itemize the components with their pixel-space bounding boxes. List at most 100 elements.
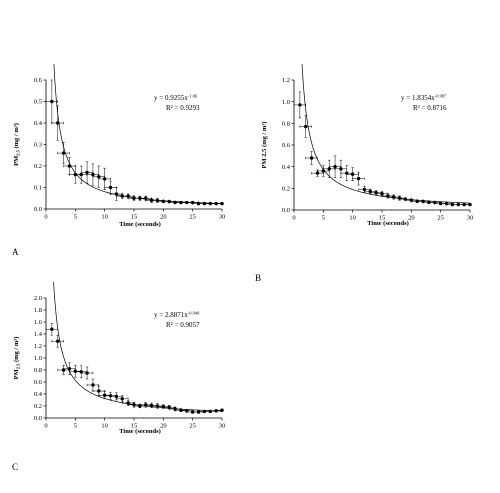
y-tick-label: 1.0 [34,355,42,362]
y-axis-title: PM2.5 (mg / m³) [13,337,21,380]
y-tick-label: 0.2 [282,186,290,193]
data-point [309,156,314,160]
y-tick-label: 0.6 [34,379,43,386]
data-point [380,192,384,196]
x-tick-label: 15 [131,423,138,430]
y-tick-label: 1.6 [34,319,43,326]
panel-label: C [12,462,18,472]
x-tick-label: 20 [160,214,167,221]
data-point [304,124,308,129]
data-point [91,383,95,387]
x-tick-label: 5 [74,423,77,430]
data-point [97,175,101,179]
data-point [126,194,130,198]
x-tick-label: 20 [160,423,167,430]
x-tick-label: 25 [189,214,196,221]
x-tick-label: 25 [189,423,196,430]
x-tick-label: 15 [131,214,138,221]
y-axis-title: PM2.5 (mg / m³) [13,123,21,166]
y-tick-label: 0.0 [34,415,42,422]
data-point [468,202,472,207]
data-point [79,172,83,177]
chart-panel-b: 0.0 0.2 0.4 0.6 0.8 1.0 1.2 0 5 10 15 20 25 30 Time (s… [255,64,474,283]
y-tick-label: 0.1 [34,185,42,192]
x-tick-label: 5 [74,214,77,221]
data-point [85,170,89,175]
data-point [315,171,320,175]
panel-label: B [255,273,261,283]
y-tick-label: 0.4 [282,164,291,171]
y-tick-label: 0.0 [282,207,290,214]
data-point [67,367,72,371]
x-tick-label: 0 [44,423,47,430]
r-squared: R² = 0.8716 [413,104,447,112]
y-tick-label: 0.5 [34,99,42,106]
data-point [67,164,72,168]
x-tick-label: 30 [219,214,226,221]
data-point [91,172,95,177]
fit-curve [53,282,222,412]
y-tick-label: 2.0 [34,295,42,302]
data-point [298,103,302,107]
panel-label: A [12,247,19,257]
data-point [61,151,66,155]
data-point [114,192,119,196]
y-axis-title: PM 2.5 (mg / m³) [261,122,268,169]
x-axis-title: Time (seconds) [119,221,161,228]
y-tick-label: 0.4 [34,391,43,398]
r-squared: R² = 0.9057 [166,321,200,329]
data-point [102,177,107,181]
x-axis-title: Time (seconds) [367,220,409,227]
fit-equation: y = 0.9255x-1.06 [154,94,198,103]
y-tick-label: 0.2 [34,403,42,410]
x-tick-label: 30 [219,423,226,430]
r-squared: R² = 0.9293 [166,104,200,112]
y-tick-label: 0.6 [282,142,291,149]
x-tick-label: 10 [101,214,108,221]
fit-equation: y = 1.8354x-0.987 [401,94,447,103]
fit-curve [53,64,222,204]
data-point [356,176,361,181]
data-point [97,389,101,393]
y-tick-label: 0.4 [34,120,43,127]
data-point [220,408,224,412]
data-point [50,327,54,331]
y-tick-label: 1.2 [34,343,42,350]
fit-curve [301,64,470,204]
x-tick-label: 25 [437,215,444,222]
y-tick-label: 1.8 [34,307,42,314]
x-tick-label: 30 [467,215,474,222]
x-axis-title: Time (seconds) [119,428,161,435]
chart-panel-c: 0.0 0.2 0.4 0.6 0.8 1.0 1.2 1.4 1.6 1.8 2.0 0 5 10 15 2… [12,282,226,472]
data-point [108,185,113,190]
x-tick-label: 0 [292,215,295,222]
x-tick-label: 10 [349,215,356,222]
data-point [85,371,89,375]
fit-equation: y = 2.8871x-0.948 [154,311,200,320]
data-point [114,394,119,399]
data-point [126,401,130,405]
data-point [321,169,326,173]
data-point [333,164,337,169]
data-point [56,121,60,125]
data-point [339,167,343,171]
data-point [362,187,367,192]
y-tick-label: 0.8 [282,121,290,128]
x-tick-label: 15 [379,215,386,222]
data-point [50,99,54,104]
data-point [327,167,331,171]
chart-panel-a: 0.0 0.1 0.2 0.3 0.4 0.5 0.6 0 5 10 15 20 25 30 Time (s… [12,64,226,257]
data-point [144,196,148,200]
x-tick-label: 0 [44,214,47,221]
y-tick-label: 1.2 [282,77,290,84]
data-point [56,339,60,343]
y-tick-label: 1.0 [282,99,290,106]
y-tick-label: 0.6 [34,77,43,84]
y-tick-label: 1.4 [34,331,43,338]
data-point [220,201,224,206]
x-tick-label: 5 [322,215,325,222]
data-point [350,172,355,176]
y-tick-label: 0.8 [34,367,42,374]
